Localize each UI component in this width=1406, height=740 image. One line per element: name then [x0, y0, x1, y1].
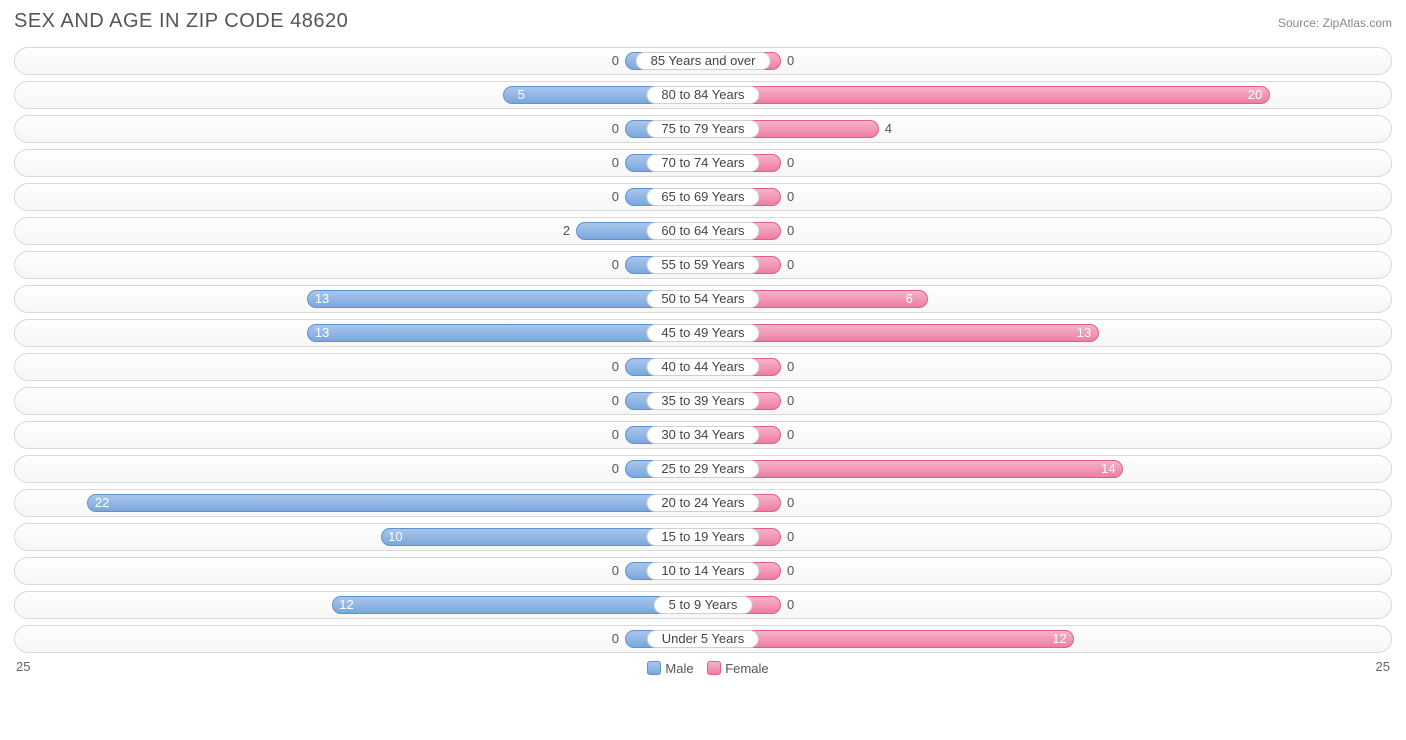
age-label: 20 to 24 Years [646, 494, 759, 512]
age-label: 85 Years and over [636, 52, 771, 70]
female-bar [703, 86, 1270, 104]
age-row: 0 12 Under 5 Years [14, 625, 1392, 653]
age-row: 13 6 50 to 54 Years [14, 285, 1392, 313]
age-label: 60 to 64 Years [646, 222, 759, 240]
male-value: 0 [612, 48, 619, 74]
age-label: 45 to 49 Years [646, 324, 759, 342]
female-value: 13 [1077, 320, 1091, 346]
male-value: 0 [612, 558, 619, 584]
female-value: 20 [1248, 82, 1262, 108]
female-value: 0 [787, 252, 794, 278]
legend-swatch-male [647, 661, 661, 675]
age-row: 0 0 85 Years and over [14, 47, 1392, 75]
female-value: 0 [787, 422, 794, 448]
axis-max-right: 25 [1376, 659, 1390, 674]
female-value: 14 [1101, 456, 1115, 482]
age-label: 5 to 9 Years [654, 596, 753, 614]
legend-swatch-female [707, 661, 721, 675]
age-row: 0 0 40 to 44 Years [14, 353, 1392, 381]
male-value: 12 [339, 592, 353, 618]
age-label: 65 to 69 Years [646, 188, 759, 206]
female-value: 0 [787, 218, 794, 244]
male-bar [307, 290, 703, 308]
male-value: 0 [612, 116, 619, 142]
age-row: 0 0 55 to 59 Years [14, 251, 1392, 279]
age-label: 50 to 54 Years [646, 290, 759, 308]
age-row: 13 13 45 to 49 Years [14, 319, 1392, 347]
age-label: 80 to 84 Years [646, 86, 759, 104]
male-value: 5 [518, 82, 525, 108]
female-value: 0 [787, 490, 794, 516]
male-value: 0 [612, 354, 619, 380]
female-value: 0 [787, 592, 794, 618]
age-label: 35 to 39 Years [646, 392, 759, 410]
age-row: 0 0 10 to 14 Years [14, 557, 1392, 585]
female-bar [703, 460, 1123, 478]
population-pyramid: 0085 Years and over52080 to 84 Years0475… [14, 47, 1392, 653]
male-value: 10 [388, 524, 402, 550]
age-row: 0 0 65 to 69 Years [14, 183, 1392, 211]
female-value: 4 [885, 116, 892, 142]
chart-footer: 25 Male Female 25 [14, 659, 1392, 679]
age-row: 0 0 70 to 74 Years [14, 149, 1392, 177]
age-row: 0 14 25 to 29 Years [14, 455, 1392, 483]
female-value: 0 [787, 150, 794, 176]
age-label: 15 to 19 Years [646, 528, 759, 546]
female-value: 0 [787, 184, 794, 210]
age-label: Under 5 Years [647, 630, 759, 648]
female-value: 6 [906, 286, 913, 312]
age-row: 0 0 35 to 39 Years [14, 387, 1392, 415]
age-label: 55 to 59 Years [646, 256, 759, 274]
female-value: 12 [1052, 626, 1066, 652]
male-value: 0 [612, 422, 619, 448]
axis-max-left: 25 [16, 659, 30, 674]
male-value: 13 [315, 320, 329, 346]
age-label: 10 to 14 Years [646, 562, 759, 580]
age-label: 40 to 44 Years [646, 358, 759, 376]
male-bar [87, 494, 703, 512]
male-value: 13 [315, 286, 329, 312]
age-row: 2 0 60 to 64 Years [14, 217, 1392, 245]
age-label: 75 to 79 Years [646, 120, 759, 138]
male-value: 22 [95, 490, 109, 516]
legend-label-male: Male [665, 661, 693, 676]
age-label: 70 to 74 Years [646, 154, 759, 172]
male-bar [332, 596, 703, 614]
age-row: 0 4 75 to 79 Years [14, 115, 1392, 143]
male-bar [307, 324, 703, 342]
female-value: 0 [787, 388, 794, 414]
age-row: 12 0 5 to 9 Years [14, 591, 1392, 619]
age-row: 22 0 20 to 24 Years [14, 489, 1392, 517]
male-value: 0 [612, 252, 619, 278]
female-value: 0 [787, 524, 794, 550]
chart-source: Source: ZipAtlas.com [1278, 16, 1392, 30]
male-value: 2 [563, 218, 570, 244]
male-value: 0 [612, 388, 619, 414]
female-value: 0 [787, 48, 794, 74]
female-bar [703, 324, 1099, 342]
age-row: 10 0 15 to 19 Years [14, 523, 1392, 551]
age-label: 25 to 29 Years [646, 460, 759, 478]
male-value: 0 [612, 184, 619, 210]
male-value: 0 [612, 150, 619, 176]
chart-header: SEX AND AGE IN ZIP CODE 48620 Source: Zi… [14, 10, 1392, 33]
age-row: 0 0 30 to 34 Years [14, 421, 1392, 449]
male-value: 0 [612, 626, 619, 652]
female-value: 0 [787, 558, 794, 584]
legend-label-female: Female [725, 661, 768, 676]
chart-title: SEX AND AGE IN ZIP CODE 48620 [14, 10, 348, 33]
age-row: 5 20 80 to 84 Years [14, 81, 1392, 109]
legend: Male Female [14, 659, 1392, 679]
female-value: 0 [787, 354, 794, 380]
age-label: 30 to 34 Years [646, 426, 759, 444]
male-value: 0 [612, 456, 619, 482]
